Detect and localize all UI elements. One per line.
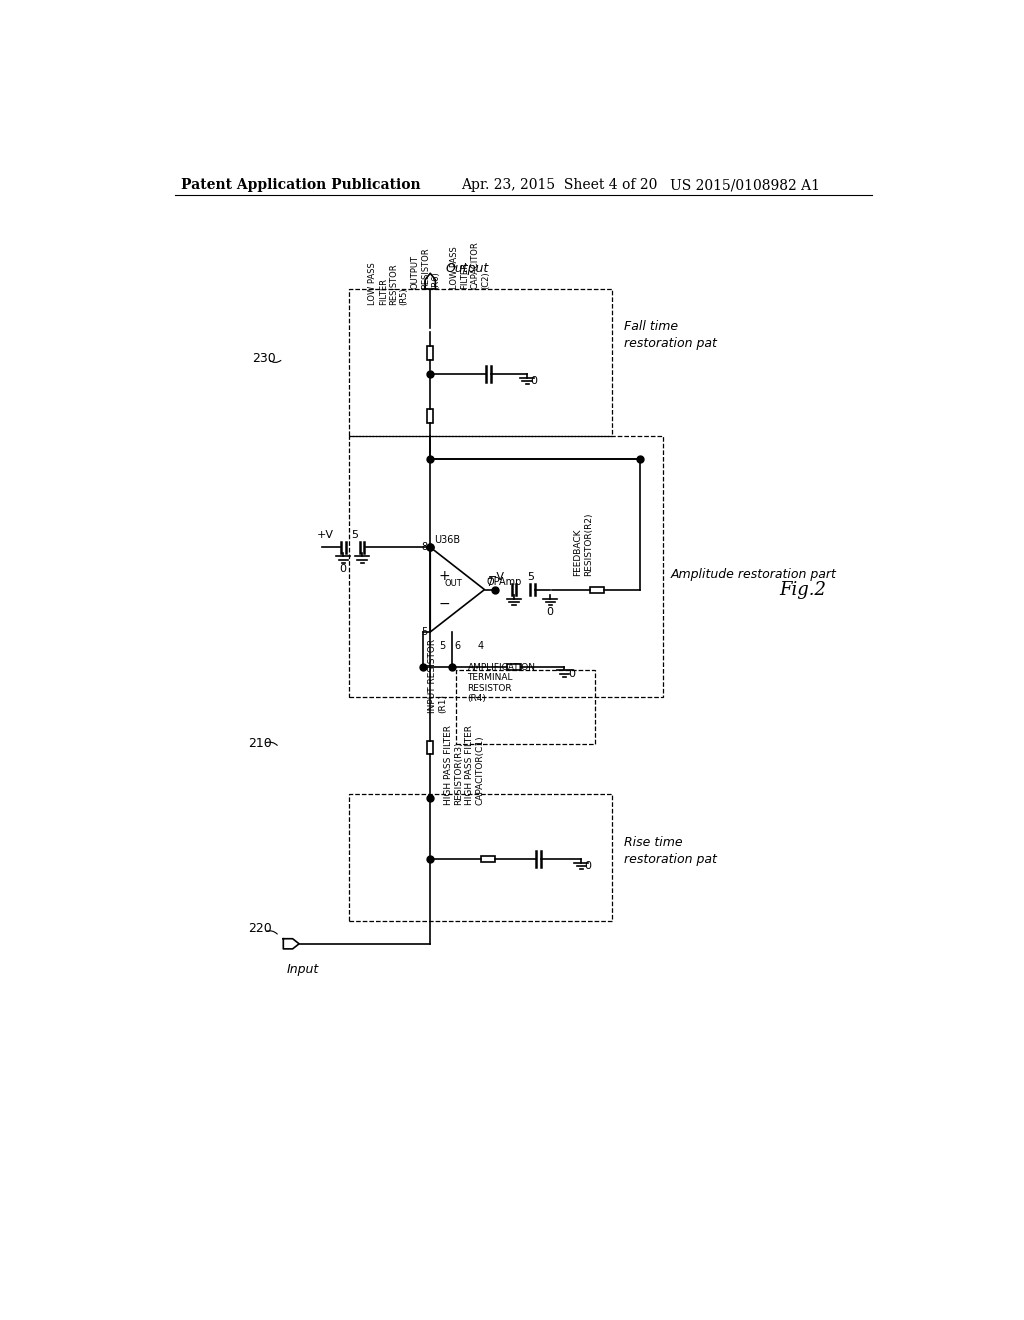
Text: OUT: OUT — [444, 579, 463, 589]
Text: 0: 0 — [568, 669, 575, 678]
Text: Rise time
restoration pat: Rise time restoration pat — [624, 837, 717, 866]
Text: AMPLIFICATION
TERMINAL
RESISTOR
(R4): AMPLIFICATION TERMINAL RESISTOR (R4) — [467, 663, 536, 704]
Text: FEEDBACK
RESISTOR(R2): FEEDBACK RESISTOR(R2) — [573, 512, 593, 576]
Text: Input: Input — [287, 964, 319, 975]
Text: US 2015/0108982 A1: US 2015/0108982 A1 — [671, 178, 820, 193]
Text: 5: 5 — [527, 572, 535, 582]
Text: +: + — [438, 569, 450, 582]
Bar — [349, 793, 612, 921]
Text: −: − — [438, 597, 450, 610]
Text: 7: 7 — [486, 578, 493, 589]
Text: +V: +V — [317, 529, 334, 540]
Text: 8: 8 — [421, 543, 427, 552]
Text: Fig.2: Fig.2 — [779, 581, 826, 598]
Text: 0: 0 — [547, 607, 554, 616]
Text: HIGH PASS FILTER
RESISTOR(R3)
HIGH PASS FILTER
CAPACITOR(C1): HIGH PASS FILTER RESISTOR(R3) HIGH PASS … — [444, 725, 484, 805]
Bar — [427, 741, 433, 755]
Text: 4: 4 — [477, 642, 483, 651]
Text: INPUT RESISTOR
(R1): INPUT RESISTOR (R1) — [428, 639, 447, 713]
Text: 220: 220 — [248, 921, 272, 935]
Bar — [349, 289, 612, 436]
Bar — [481, 857, 496, 862]
Bar — [349, 436, 663, 697]
Text: 5: 5 — [438, 642, 445, 651]
Text: 0: 0 — [585, 862, 592, 871]
Text: LOW PASS
FILTER
RESISTOR
(R5): LOW PASS FILTER RESISTOR (R5) — [369, 261, 409, 305]
Text: 230: 230 — [252, 352, 275, 366]
Text: LOW PASS
FILTER
CAPACITOR
(C2): LOW PASS FILTER CAPACITOR (C2) — [450, 242, 489, 289]
Text: Apr. 23, 2015  Sheet 4 of 20: Apr. 23, 2015 Sheet 4 of 20 — [461, 178, 657, 193]
Text: −V: −V — [487, 572, 505, 582]
Text: Fall time
restoration pat: Fall time restoration pat — [624, 321, 717, 351]
Text: Output: Output — [445, 263, 489, 276]
Text: 6: 6 — [455, 642, 461, 651]
Text: 5: 5 — [421, 627, 427, 638]
Bar — [427, 409, 433, 424]
Text: OUTPUT
RESISTOR
(R6): OUTPUT RESISTOR (R6) — [411, 248, 440, 289]
Text: 5: 5 — [351, 529, 358, 540]
Text: 210: 210 — [248, 737, 272, 750]
Bar — [590, 586, 604, 593]
Bar — [456, 671, 595, 743]
Text: Patent Application Publication: Patent Application Publication — [180, 178, 420, 193]
Text: 0: 0 — [339, 564, 346, 574]
Bar — [507, 664, 521, 669]
Text: 0: 0 — [530, 376, 538, 387]
Text: Amplitude restoration part: Amplitude restoration part — [671, 568, 837, 581]
Bar — [427, 346, 433, 360]
Text: OPAmp: OPAmp — [486, 577, 522, 587]
Text: U36B: U36B — [434, 535, 460, 545]
